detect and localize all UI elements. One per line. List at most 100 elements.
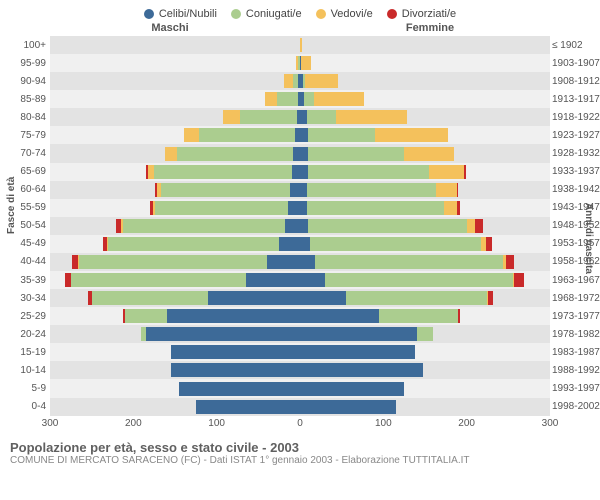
male-bar (50, 363, 300, 377)
legend-label: Vedovi/e (331, 8, 373, 20)
age-row: 60-641938-1942 (50, 181, 550, 199)
bar-segment (308, 165, 429, 179)
female-bar (300, 345, 550, 359)
bar-segment (314, 92, 364, 106)
legend-label: Divorziati/e (402, 8, 456, 20)
age-row: 55-591943-1947 (50, 199, 550, 217)
bar-segment (488, 291, 493, 305)
age-row: 95-991903-1907 (50, 54, 550, 72)
x-tick: 200 (125, 418, 142, 429)
legend-label: Celibi/Nubili (159, 8, 217, 20)
female-bar (300, 128, 550, 142)
male-bar (50, 56, 300, 70)
legend-item: Celibi/Nubili (144, 8, 217, 20)
caption: Popolazione per età, sesso e stato civil… (0, 434, 600, 466)
female-bar (300, 237, 550, 251)
bar-segment (177, 147, 294, 161)
bar-segment (184, 128, 199, 142)
x-tick: 100 (208, 418, 225, 429)
birth-label: 1908-1912 (552, 76, 600, 87)
bar-segment (300, 147, 308, 161)
bar-segment (300, 110, 307, 124)
gender-headers: Maschi Femmine (0, 22, 600, 34)
male-bar (50, 237, 300, 251)
bar-segment (436, 183, 457, 197)
age-label: 70-74 (4, 148, 46, 159)
age-label: 65-69 (4, 166, 46, 177)
birth-label: 1933-1937 (552, 166, 600, 177)
female-bar (300, 56, 550, 70)
bar-segment (148, 165, 155, 179)
bar-segment (223, 110, 240, 124)
age-row: 0-41998-2002 (50, 398, 550, 416)
female-bar (300, 363, 550, 377)
bar-segment (300, 219, 308, 233)
bar-segment (246, 273, 300, 287)
bar-segment (308, 128, 375, 142)
legend: Celibi/Nubili Coniugati/e Vedovi/e Divorzia… (0, 0, 600, 22)
male-bar (50, 345, 300, 359)
bar-segment (307, 110, 336, 124)
male-bar (50, 273, 300, 287)
female-bar (300, 400, 550, 414)
age-row: 20-241978-1982 (50, 325, 550, 343)
age-row: 45-491953-1957 (50, 235, 550, 253)
bar-segment (171, 345, 300, 359)
male-bar (50, 219, 300, 233)
birth-label: 1978-1982 (552, 329, 600, 340)
male-bar (50, 74, 300, 88)
bar-segment (304, 92, 314, 106)
birth-label: ≤ 1902 (552, 40, 600, 51)
female-bar (300, 147, 550, 161)
birth-label: 1943-1947 (552, 202, 600, 213)
age-row: 25-291973-1977 (50, 307, 550, 325)
age-label: 75-79 (4, 130, 46, 141)
male-bar (50, 291, 300, 305)
bar-segment (300, 273, 325, 287)
birth-label: 1923-1927 (552, 130, 600, 141)
legend-item: Divorziati/e (387, 8, 456, 20)
female-bar (300, 291, 550, 305)
birth-label: 1953-1957 (552, 238, 600, 249)
bar-segment (308, 147, 404, 161)
bar-segment (240, 110, 297, 124)
male-bar (50, 128, 300, 142)
x-axis: 3002001000100200300 (50, 416, 550, 434)
age-label: 15-19 (4, 347, 46, 358)
bar-segment (514, 273, 524, 287)
birth-label: 1938-1942 (552, 184, 600, 195)
legend-swatch (231, 9, 241, 19)
age-label: 60-64 (4, 184, 46, 195)
birth-label: 1998-2002 (552, 401, 600, 412)
header-female: Femmine (300, 22, 600, 34)
bar-segment (486, 237, 493, 251)
legend-item: Vedovi/e (316, 8, 373, 20)
bar-segment (154, 165, 292, 179)
bar-segment (265, 92, 277, 106)
legend-swatch (144, 9, 154, 19)
age-label: 95-99 (4, 58, 46, 69)
age-row: 75-791923-1927 (50, 126, 550, 144)
age-label: 20-24 (4, 329, 46, 340)
bar-segment (300, 327, 417, 341)
birth-label: 1988-1992 (552, 365, 600, 376)
age-row: 5-91993-1997 (50, 379, 550, 397)
bar-segment (506, 255, 514, 269)
age-row: 40-441958-1962 (50, 253, 550, 271)
birth-label: 1918-1922 (552, 112, 600, 123)
bar-segment (108, 237, 279, 251)
female-bar (300, 309, 550, 323)
male-bar (50, 382, 300, 396)
male-bar (50, 92, 300, 106)
age-label: 0-4 (4, 401, 46, 412)
x-tick: 300 (542, 418, 559, 429)
bar-segment (125, 309, 167, 323)
bar-segment (292, 165, 300, 179)
bar-segment (404, 147, 454, 161)
age-row: 10-141988-1992 (50, 361, 550, 379)
bar-segment (307, 201, 445, 215)
legend-label: Coniugati/e (246, 8, 302, 20)
x-tick: 300 (42, 418, 59, 429)
age-row: 15-191983-1987 (50, 343, 550, 361)
bar-segment (457, 183, 459, 197)
